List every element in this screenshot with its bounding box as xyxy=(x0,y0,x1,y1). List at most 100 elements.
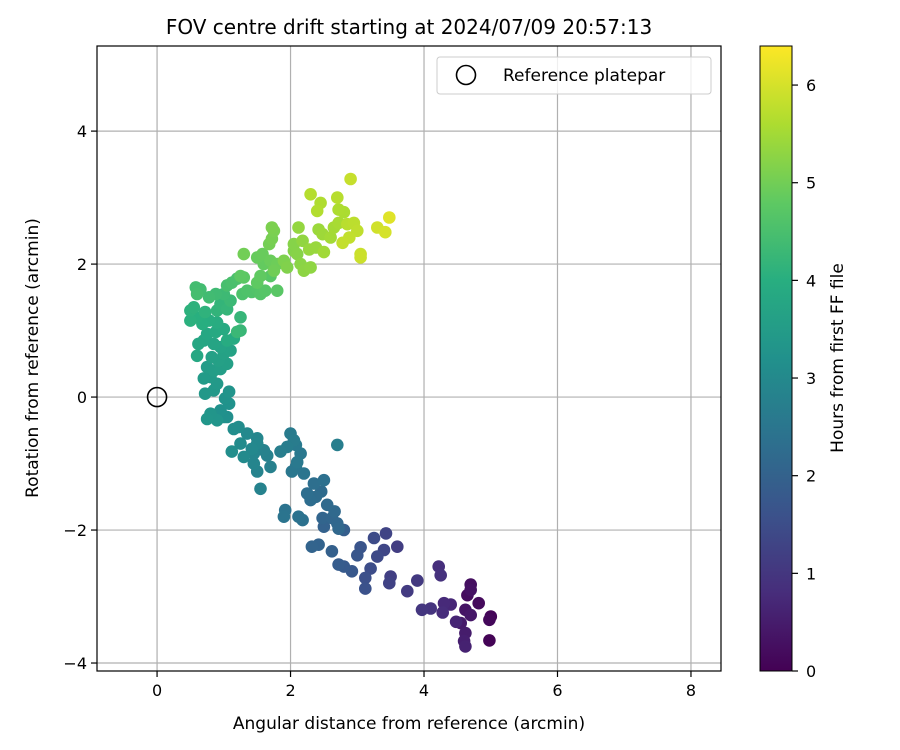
grid-layer xyxy=(97,46,721,671)
data-point xyxy=(224,344,237,357)
data-point xyxy=(247,457,261,470)
data-point xyxy=(317,245,331,259)
data-point xyxy=(202,291,216,304)
data-point xyxy=(205,350,219,364)
plot-frame xyxy=(96,45,722,672)
x-axis-ticks: 0 2 4 6 8 xyxy=(152,671,696,700)
data-point xyxy=(310,204,324,218)
data-point xyxy=(379,527,393,540)
data-point xyxy=(237,247,251,261)
data-point xyxy=(187,301,201,314)
data-point xyxy=(351,549,364,562)
data-point xyxy=(184,314,197,327)
data-point xyxy=(483,613,496,627)
y-tick-label: 2 xyxy=(77,255,87,274)
data-point xyxy=(254,269,267,283)
data-point xyxy=(391,540,404,553)
data-point xyxy=(197,372,211,385)
data-point xyxy=(265,221,279,234)
plot-area xyxy=(97,46,721,671)
x-tick-label: 2 xyxy=(285,681,295,700)
colorbar-tick-label: 6 xyxy=(806,76,816,95)
data-point xyxy=(317,473,331,487)
data-point xyxy=(285,465,299,478)
data-point xyxy=(307,477,321,490)
x-tick-label: 8 xyxy=(686,681,696,700)
colorbar-tick-label: 5 xyxy=(806,174,816,193)
colorbar xyxy=(759,45,793,672)
colorbar-tick-label: 2 xyxy=(806,467,816,486)
data-point xyxy=(325,545,339,558)
data-point xyxy=(304,188,317,201)
data-point xyxy=(220,334,234,347)
data-point xyxy=(324,231,337,244)
data-point xyxy=(267,264,281,278)
data-point xyxy=(364,562,377,575)
data-point xyxy=(234,437,247,450)
data-point xyxy=(207,337,221,351)
legend: Reference platepar xyxy=(436,56,712,95)
data-point xyxy=(359,571,372,585)
data-point xyxy=(237,450,251,464)
data-point xyxy=(331,438,344,452)
data-point xyxy=(292,221,305,234)
data-point xyxy=(270,284,284,298)
y-tick-label: −4 xyxy=(63,654,87,673)
data-point xyxy=(245,442,259,456)
data-point xyxy=(225,445,239,458)
data-point xyxy=(367,531,381,545)
data-point xyxy=(316,511,329,525)
data-point xyxy=(459,640,472,653)
y-axis-ticks: −4 −2 0 2 4 xyxy=(63,122,97,673)
data-point xyxy=(359,582,372,595)
y-tick-label: 0 xyxy=(77,388,87,407)
data-point xyxy=(290,247,304,261)
data-point xyxy=(401,584,414,598)
data-point xyxy=(354,251,367,264)
x-tick-label: 4 xyxy=(419,681,429,700)
data-point xyxy=(200,412,214,426)
data-point xyxy=(344,172,357,186)
data-point xyxy=(264,460,277,474)
data-point xyxy=(190,287,204,301)
data-point xyxy=(305,540,319,553)
legend-marker-icon xyxy=(455,64,477,86)
data-point xyxy=(379,225,392,239)
x-tick-label: 0 xyxy=(152,681,162,700)
data-point xyxy=(290,455,304,469)
data-point xyxy=(320,498,334,512)
data-point xyxy=(331,191,344,204)
data-point xyxy=(277,510,291,523)
data-point xyxy=(449,615,463,629)
data-point xyxy=(198,387,212,401)
chart-title: FOV centre drift starting at 2024/07/09 … xyxy=(166,15,652,39)
data-point xyxy=(383,576,396,590)
data-point xyxy=(214,404,227,417)
data-point xyxy=(371,550,384,563)
data-point xyxy=(464,583,478,597)
scatter-series xyxy=(184,172,498,653)
data-point xyxy=(304,261,317,274)
data-point xyxy=(437,596,451,610)
data-point xyxy=(258,284,272,298)
data-point xyxy=(280,261,294,274)
data-point xyxy=(254,482,267,496)
data-point xyxy=(222,385,236,399)
colorbar-label: Hours from first FF file xyxy=(828,263,848,453)
data-point xyxy=(296,234,309,248)
data-point xyxy=(383,211,396,224)
data-point xyxy=(336,236,349,250)
data-point xyxy=(274,445,287,458)
data-point xyxy=(190,349,204,363)
data-point xyxy=(230,325,244,339)
x-axis-label: Angular distance from reference (arcmin) xyxy=(233,714,585,734)
data-point xyxy=(483,634,496,647)
colorbar-tick-label: 3 xyxy=(806,369,816,388)
data-point xyxy=(292,510,305,523)
y-tick-label: 4 xyxy=(77,122,87,141)
colorbar-tick-label: 0 xyxy=(806,662,816,681)
legend-box xyxy=(436,56,712,95)
data-point xyxy=(436,606,450,619)
data-point xyxy=(234,311,247,324)
